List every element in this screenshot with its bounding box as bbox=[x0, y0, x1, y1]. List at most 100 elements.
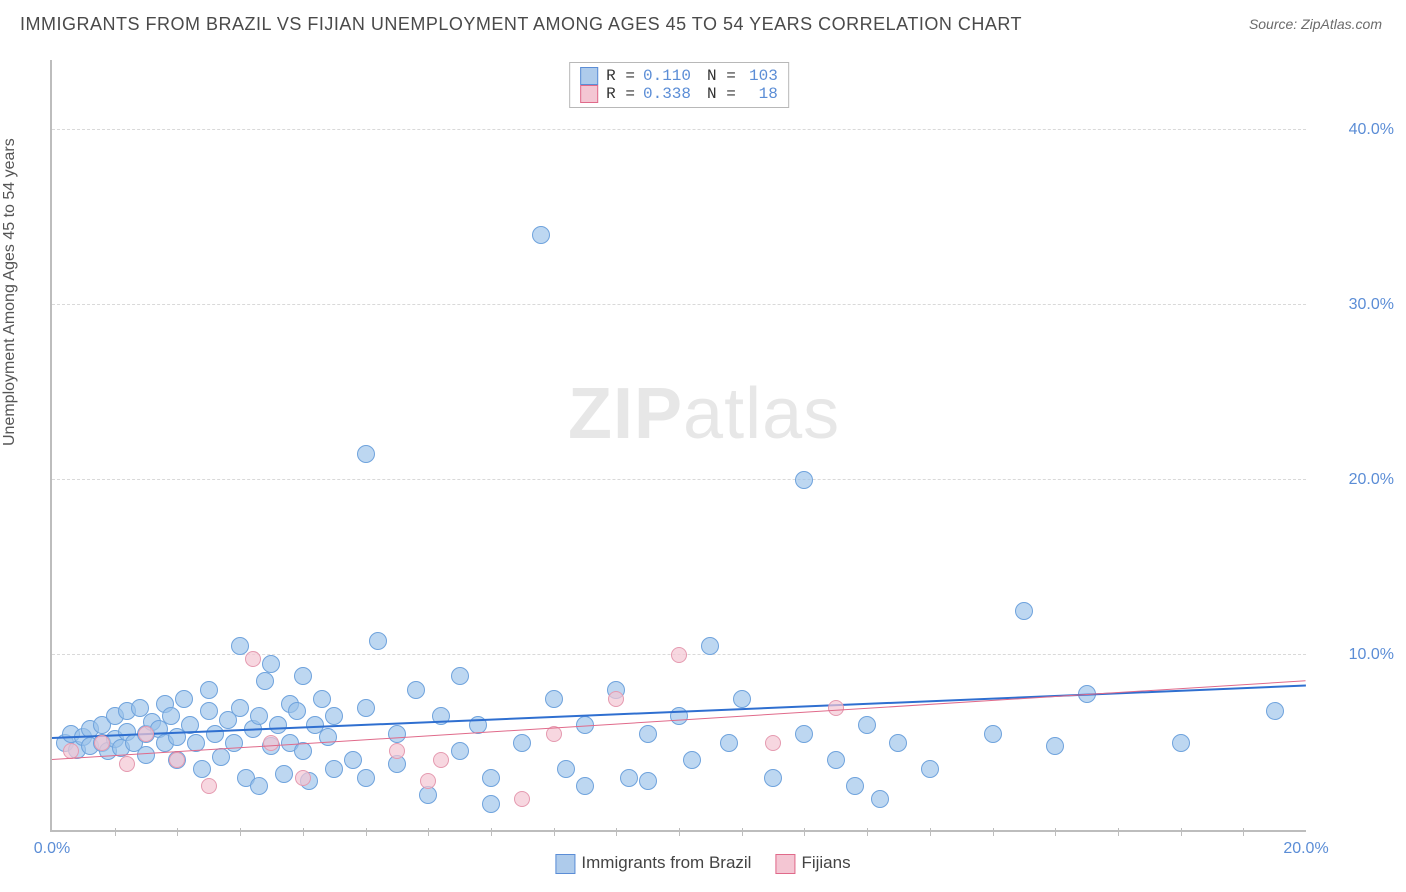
scatter-point-fijians bbox=[389, 743, 405, 759]
scatter-point-fijians bbox=[828, 700, 844, 716]
scatter-point-fijians bbox=[263, 735, 279, 751]
scatter-point-brazil bbox=[344, 751, 362, 769]
legend-r-label: R = bbox=[606, 67, 635, 85]
scatter-point-fijians bbox=[245, 651, 261, 667]
scatter-point-brazil bbox=[250, 707, 268, 725]
scatter-point-brazil bbox=[388, 725, 406, 743]
scatter-point-brazil bbox=[1015, 602, 1033, 620]
scatter-point-brazil bbox=[482, 769, 500, 787]
gridline bbox=[52, 479, 1306, 480]
scatter-point-brazil bbox=[1172, 734, 1190, 752]
x-tick-label: 20.0% bbox=[1283, 840, 1328, 858]
scatter-point-brazil bbox=[357, 445, 375, 463]
scatter-point-brazil bbox=[482, 795, 500, 813]
scatter-point-brazil bbox=[532, 226, 550, 244]
x-tick bbox=[742, 828, 743, 836]
scatter-point-brazil bbox=[846, 777, 864, 795]
scatter-point-brazil bbox=[451, 742, 469, 760]
x-tick bbox=[554, 828, 555, 836]
x-tick bbox=[1181, 828, 1182, 836]
scatter-point-brazil bbox=[639, 772, 657, 790]
x-tick bbox=[616, 828, 617, 836]
x-tick bbox=[1055, 828, 1056, 836]
scatter-point-fijians bbox=[420, 773, 436, 789]
x-tick bbox=[1118, 828, 1119, 836]
scatter-point-brazil bbox=[827, 751, 845, 769]
scatter-point-brazil bbox=[212, 748, 230, 766]
scatter-point-brazil bbox=[162, 707, 180, 725]
legend-swatch bbox=[775, 854, 795, 874]
legend-n-value: 103 bbox=[744, 67, 778, 85]
scatter-point-fijians bbox=[169, 752, 185, 768]
scatter-point-brazil bbox=[231, 699, 249, 717]
x-tick-label: 0.0% bbox=[34, 840, 70, 858]
scatter-point-brazil bbox=[720, 734, 738, 752]
scatter-point-brazil bbox=[262, 655, 280, 673]
trendline-fijians bbox=[52, 680, 1306, 760]
scatter-point-brazil bbox=[200, 702, 218, 720]
legend-r-value: 0.338 bbox=[643, 85, 691, 103]
y-tick-label: 10.0% bbox=[1349, 646, 1394, 664]
gridline bbox=[52, 129, 1306, 130]
legend-r-label: R = bbox=[606, 85, 635, 103]
y-tick-label: 40.0% bbox=[1349, 121, 1394, 139]
scatter-point-brazil bbox=[545, 690, 563, 708]
x-tick bbox=[993, 828, 994, 836]
scatter-point-fijians bbox=[94, 735, 110, 751]
x-tick bbox=[177, 828, 178, 836]
scatter-point-fijians bbox=[765, 735, 781, 751]
legend-row: R =0.338N =18 bbox=[580, 85, 778, 103]
x-tick bbox=[930, 828, 931, 836]
correlation-legend: R =0.110N =103R =0.338N =18 bbox=[569, 62, 789, 108]
scatter-point-brazil bbox=[269, 716, 287, 734]
scatter-point-fijians bbox=[608, 691, 624, 707]
scatter-point-brazil bbox=[357, 699, 375, 717]
scatter-point-fijians bbox=[119, 756, 135, 772]
y-tick-label: 20.0% bbox=[1349, 471, 1394, 489]
scatter-point-fijians bbox=[514, 791, 530, 807]
scatter-point-fijians bbox=[295, 770, 311, 786]
scatter-point-brazil bbox=[1266, 702, 1284, 720]
scatter-point-brazil bbox=[206, 725, 224, 743]
scatter-point-brazil bbox=[576, 777, 594, 795]
scatter-point-brazil bbox=[294, 667, 312, 685]
series-legend: Immigrants from Brazil Fijians bbox=[555, 853, 850, 874]
scatter-point-brazil bbox=[325, 760, 343, 778]
scatter-point-brazil bbox=[764, 769, 782, 787]
scatter-point-brazil bbox=[513, 734, 531, 752]
gridline bbox=[52, 304, 1306, 305]
scatter-point-brazil bbox=[175, 690, 193, 708]
x-tick bbox=[366, 828, 367, 836]
scatter-point-brazil bbox=[193, 760, 211, 778]
scatter-point-brazil bbox=[683, 751, 701, 769]
scatter-point-brazil bbox=[357, 769, 375, 787]
x-tick bbox=[804, 828, 805, 836]
source-prefix: Source: bbox=[1249, 16, 1301, 32]
watermark-rest: atlas bbox=[683, 374, 840, 454]
scatter-point-brazil bbox=[1046, 737, 1064, 755]
scatter-point-brazil bbox=[733, 690, 751, 708]
x-tick bbox=[240, 828, 241, 836]
watermark-bold: ZIP bbox=[568, 374, 683, 454]
scatter-point-brazil bbox=[889, 734, 907, 752]
y-axis-label: Unemployment Among Ages 45 to 54 years bbox=[1, 138, 19, 446]
watermark: ZIPatlas bbox=[568, 373, 840, 455]
scatter-point-brazil bbox=[795, 471, 813, 489]
scatter-point-brazil bbox=[288, 702, 306, 720]
legend-swatch bbox=[580, 85, 598, 103]
scatter-point-brazil bbox=[701, 637, 719, 655]
scatter-point-brazil bbox=[921, 760, 939, 778]
source-name: ZipAtlas.com bbox=[1301, 16, 1382, 32]
legend-r-value: 0.110 bbox=[643, 67, 691, 85]
legend-row: R = 0.110 N = 103 bbox=[580, 67, 778, 85]
legend-label: Immigrants from Brazil bbox=[581, 853, 751, 872]
scatter-point-brazil bbox=[325, 707, 343, 725]
scatter-point-brazil bbox=[984, 725, 1002, 743]
scatter-point-brazil bbox=[319, 728, 337, 746]
scatter-point-brazil bbox=[451, 667, 469, 685]
x-tick bbox=[303, 828, 304, 836]
legend-n-label: N = bbox=[707, 67, 736, 85]
y-tick-label: 30.0% bbox=[1349, 296, 1394, 314]
scatter-point-brazil bbox=[407, 681, 425, 699]
legend-item: Fijians bbox=[775, 853, 850, 874]
